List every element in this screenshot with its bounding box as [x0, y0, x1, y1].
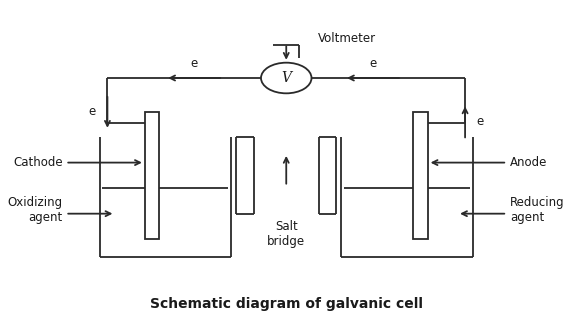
- Circle shape: [261, 63, 312, 93]
- Text: Oxidizing
agent: Oxidizing agent: [7, 196, 63, 224]
- Bar: [413, 111, 428, 239]
- Bar: [145, 111, 160, 239]
- Text: e: e: [190, 57, 198, 70]
- Text: Reducing
agent: Reducing agent: [510, 196, 565, 224]
- Text: Voltmeter: Voltmeter: [318, 32, 376, 45]
- Text: Schematic diagram of galvanic cell: Schematic diagram of galvanic cell: [150, 297, 423, 311]
- Text: e: e: [370, 57, 376, 70]
- Text: V: V: [281, 71, 291, 85]
- Text: e: e: [476, 115, 484, 128]
- Text: Anode: Anode: [510, 156, 547, 169]
- Text: Salt
bridge: Salt bridge: [267, 221, 305, 248]
- Text: e: e: [89, 105, 96, 118]
- Text: Cathode: Cathode: [13, 156, 63, 169]
